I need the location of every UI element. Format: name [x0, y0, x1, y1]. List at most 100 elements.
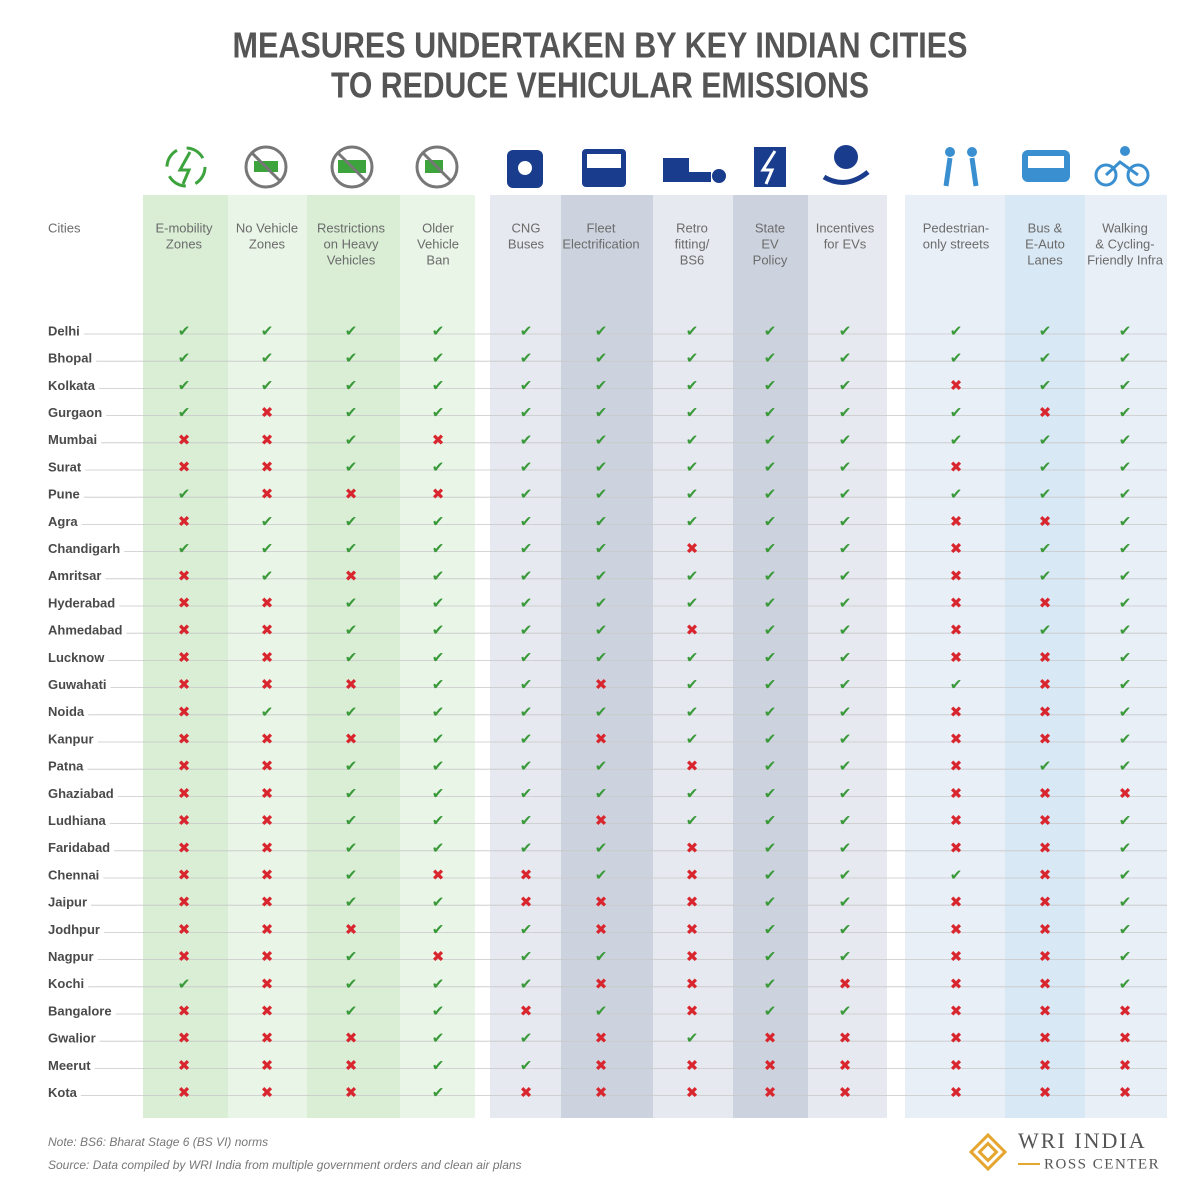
city-name: Ahmedabad: [48, 623, 122, 638]
cell-mark: ✖: [178, 649, 191, 666]
cell-mark: ✖: [1039, 949, 1052, 966]
cell-mark: ✖: [178, 704, 191, 721]
city-name: Surat: [48, 459, 82, 474]
cell-mark: ✔: [1039, 758, 1052, 775]
column-header: Vehicle: [417, 236, 459, 251]
cell-mark: ✔: [345, 894, 358, 911]
city-name: Nagpur: [48, 949, 94, 964]
cell-mark: ✖: [345, 921, 358, 938]
cell-mark: ✖: [1039, 894, 1052, 911]
column-header: Lanes: [1027, 252, 1063, 267]
cell-mark: ✔: [839, 541, 852, 558]
cell-mark: ✖: [261, 1003, 274, 1020]
cell-mark: ✖: [950, 785, 963, 802]
source: Source: Data compiled by WRI India from …: [48, 1158, 522, 1172]
cell-mark: ✖: [520, 1003, 533, 1020]
cell-mark: ✔: [261, 568, 274, 585]
cell-mark: ✖: [686, 921, 699, 938]
cell-mark: ✖: [1039, 731, 1052, 748]
cell-mark: ✔: [764, 622, 777, 639]
cell-mark: ✔: [595, 649, 608, 666]
cell-mark: ✔: [595, 513, 608, 530]
cell-mark: ✔: [686, 649, 699, 666]
cell-mark: ✔: [520, 432, 533, 449]
cell-mark: ✔: [345, 459, 358, 476]
cell-mark: ✖: [950, 840, 963, 857]
cell-mark: ✔: [1119, 595, 1132, 612]
cell-mark: ✔: [839, 813, 852, 830]
column-header: for EVs: [824, 236, 867, 251]
cell-mark: ✔: [1039, 432, 1052, 449]
cell-mark: ✔: [764, 976, 777, 993]
cell-mark: ✖: [950, 731, 963, 748]
cell-mark: ✔: [839, 595, 852, 612]
cell-mark: ✔: [839, 921, 852, 938]
cell-mark: ✔: [839, 568, 852, 585]
cell-mark: ✖: [1039, 867, 1052, 884]
cell-mark: ✔: [839, 377, 852, 394]
cell-mark: ✖: [686, 1085, 699, 1102]
cell-mark: ✖: [345, 1085, 358, 1102]
cell-mark: ✔: [764, 894, 777, 911]
cell-mark: ✔: [764, 323, 777, 340]
cell-mark: ✔: [1119, 677, 1132, 694]
cell-mark: ✔: [1119, 377, 1132, 394]
cell-mark: ✔: [432, 976, 445, 993]
cell-mark: ✔: [520, 622, 533, 639]
cell-mark: ✔: [1119, 813, 1132, 830]
cell-mark: ✖: [839, 976, 852, 993]
cell-mark: ✔: [345, 323, 358, 340]
cell-mark: ✖: [595, 894, 608, 911]
cell-mark: ✔: [520, 921, 533, 938]
cell-mark: ✔: [1119, 704, 1132, 721]
cell-mark: ✔: [1119, 949, 1132, 966]
column-header: Incentives: [816, 220, 875, 235]
column-header: EV: [761, 236, 779, 251]
column-header: State: [755, 220, 785, 235]
cell-mark: ✔: [595, 785, 608, 802]
cell-mark: ✖: [764, 1057, 777, 1074]
cell-mark: ✔: [595, 350, 608, 367]
cell-mark: ✔: [764, 405, 777, 422]
cell-mark: ✔: [345, 704, 358, 721]
cell-mark: ✔: [839, 894, 852, 911]
cell-mark: ✖: [178, 949, 191, 966]
cell-mark: ✔: [839, 840, 852, 857]
column-header: BS6: [680, 252, 705, 267]
cell-mark: ✔: [764, 677, 777, 694]
cell-mark: ✔: [1039, 541, 1052, 558]
cell-mark: ✔: [1119, 758, 1132, 775]
cell-mark: ✖: [595, 677, 608, 694]
cell-mark: ✔: [764, 432, 777, 449]
cell-mark: ✖: [1039, 1085, 1052, 1102]
table-body: Delhi ✔ ✔ ✔ ✔ ✔ ✔ ✔ ✔ ✔ ✔ ✔ ✔ Bhopal ✔ ✔ ✔ ✔ ✔ ✔ ✔ ✔ ✔ ✔ ✔ ✔ Kolka…: [48, 323, 1167, 1102]
cell-mark: ✖: [839, 1057, 852, 1074]
cell-mark: ✔: [432, 459, 445, 476]
cell-mark: ✖: [178, 432, 191, 449]
note: Note: BS6: Bharat Stage 6 (BS VI) norms: [48, 1135, 268, 1149]
cell-mark: ✔: [1039, 459, 1052, 476]
cell-mark: ✖: [1039, 1057, 1052, 1074]
cell-mark: ✔: [520, 949, 533, 966]
cell-mark: ✖: [595, 1057, 608, 1074]
cell-mark: ✔: [520, 758, 533, 775]
cell-mark: ✖: [686, 541, 699, 558]
cell-mark: ✖: [950, 758, 963, 775]
cell-mark: ✔: [764, 758, 777, 775]
cell-mark: ✔: [432, 894, 445, 911]
cell-mark: ✔: [432, 758, 445, 775]
cell-mark: ✖: [950, 568, 963, 585]
city-name: Amritsar: [48, 568, 101, 583]
cell-mark: ✖: [595, 731, 608, 748]
city-name: Delhi: [48, 323, 80, 338]
column-header: on Heavy: [324, 236, 379, 251]
cell-mark: ✔: [839, 1003, 852, 1020]
cell-mark: ✔: [686, 1030, 699, 1047]
cell-mark: ✔: [686, 704, 699, 721]
cell-mark: ✔: [520, 323, 533, 340]
cell-mark: ✔: [261, 350, 274, 367]
cell-mark: ✔: [345, 350, 358, 367]
cell-mark: ✔: [839, 704, 852, 721]
cell-mark: ✖: [1039, 405, 1052, 422]
city-name: Hyderabad: [48, 595, 115, 610]
